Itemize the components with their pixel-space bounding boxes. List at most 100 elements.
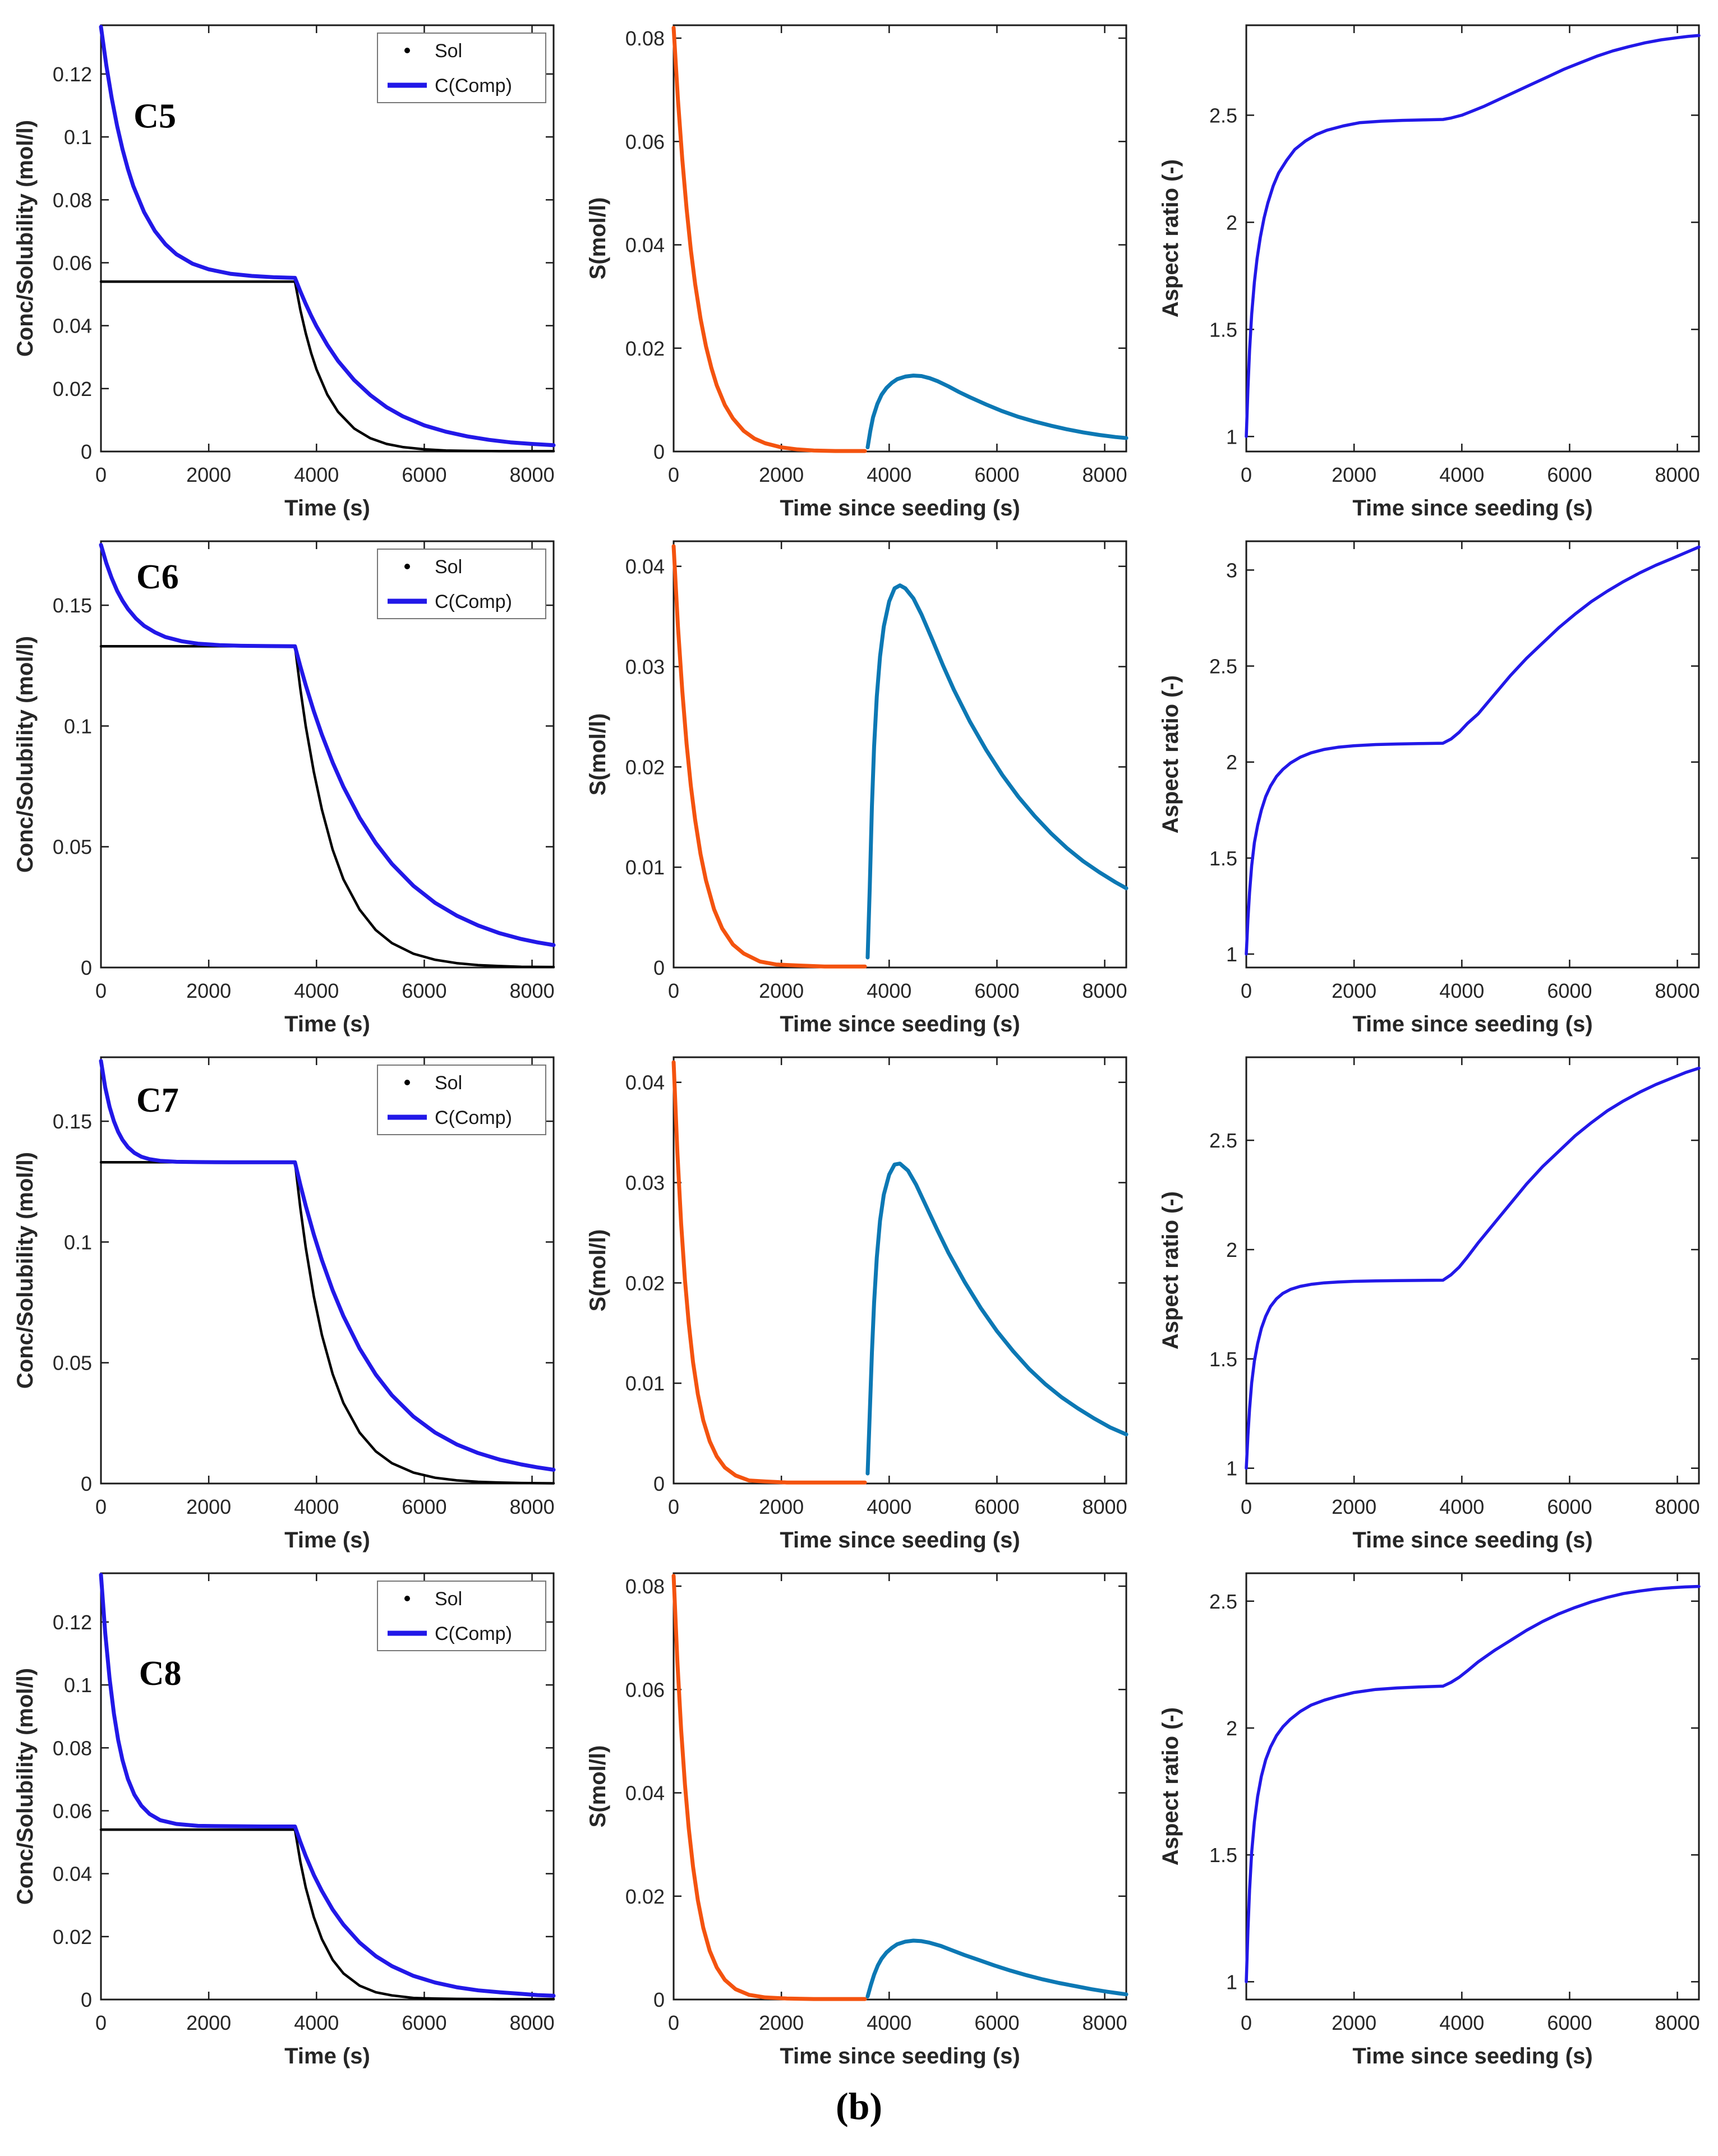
y-tick-label: 0.06: [625, 1678, 665, 1701]
series-aspect-ratio: [1245, 1066, 1701, 1470]
x-tick-label: 8000: [1083, 1495, 1127, 1518]
x-tick-label: 4000: [1439, 2011, 1484, 2034]
x-axis-label: Time since seeding (s): [1352, 496, 1592, 520]
x-tick-label: 2000: [186, 979, 231, 1002]
y-tick-label: 0: [653, 956, 665, 979]
y-tick-label: 0.02: [625, 337, 665, 360]
series-S-second-event: [865, 1938, 1129, 1998]
y-axis-label: Conc/Solubility (mol/l): [13, 120, 38, 357]
x-tick-label: 0: [95, 979, 107, 1002]
legend-marker-dot: [404, 1596, 410, 1601]
series-S-desupersaturation: [671, 1574, 867, 2001]
y-tick-label: 0.02: [625, 1885, 665, 1908]
y-tick-label: 0.04: [53, 315, 92, 338]
series-C(Comp): [99, 1573, 556, 1998]
y-tick-label: 0: [81, 440, 92, 463]
chart-svg-c6-conc: 0 2000 4000 6000 8000 0 0.05 0.1 0.15 Time (s) Con…: [13, 540, 556, 1036]
y-tick-label: 0.06: [53, 251, 92, 274]
y-tick-label: 0.1: [64, 1231, 92, 1254]
chart-c5-aspect-ratio: 0 2000 4000 6000 8000 1 1.5 2 2.5 Time since seed…: [1145, 6, 1718, 522]
y-axis-label: Aspect ratio (-): [1158, 675, 1183, 833]
chart-c5-supersaturation: 0 2000 4000 6000 8000 0 0.02 0.04 0.06 0.08 Time s…: [573, 6, 1145, 522]
y-tick-label: 0.12: [53, 1611, 92, 1634]
plot-box: [1245, 24, 1700, 453]
x-axis-label: Time (s): [284, 496, 370, 520]
x-tick-label: 6000: [974, 2011, 1019, 2034]
series-Sol: [99, 280, 555, 453]
series-aspect-ratio: [1245, 1584, 1701, 1984]
chart-c8-aspect-ratio: 0 2000 4000 6000 8000 1 1.5 2 2.5 Time since seed…: [1145, 1554, 1718, 2070]
x-tick-label: 6000: [974, 463, 1019, 486]
y-tick-label: 0.01: [625, 1372, 665, 1395]
series-C(Comp): [99, 543, 556, 947]
plot-box: [673, 24, 1127, 453]
y-tick-label: 0.02: [53, 1925, 92, 1948]
plot-box: [673, 1572, 1127, 2001]
x-tick-label: 2000: [759, 2011, 804, 2034]
y-tick-label: 0.02: [53, 377, 92, 400]
y-tick-label: 0.12: [53, 63, 92, 86]
y-tick-label: 0.02: [625, 755, 665, 778]
series-S-second-event: [865, 374, 1129, 450]
series-S-desupersaturation: [671, 1060, 867, 1485]
y-tick-label: 2: [1226, 1238, 1237, 1261]
x-tick-label: 2000: [1332, 1495, 1376, 1518]
x-tick-label: 8000: [510, 979, 555, 1002]
y-tick-label: 0.05: [53, 1352, 92, 1375]
x-tick-label: 6000: [402, 1495, 446, 1518]
x-tick-label: 8000: [1655, 1495, 1700, 1518]
y-tick-label: 0.06: [625, 130, 665, 153]
y-axis-label: Aspect ratio (-): [1158, 1191, 1183, 1349]
x-tick-label: 6000: [1547, 2011, 1592, 2034]
y-tick-label: 2.5: [1209, 1129, 1237, 1152]
y-axis-label: Aspect ratio (-): [1158, 159, 1183, 317]
y-tick-label: 0.04: [625, 234, 665, 257]
x-tick-label: 4000: [867, 463, 911, 486]
x-axis-label: Time since seeding (s): [780, 2044, 1020, 2069]
y-tick-label: 0.04: [625, 555, 665, 578]
x-tick-label: 4000: [867, 2011, 911, 2034]
chart-svg-c5-aspect-ratio: 0 2000 4000 6000 8000 1 1.5 2 2.5 Time since seed…: [1158, 24, 1701, 520]
x-tick-label: 6000: [402, 463, 446, 486]
y-tick-label: 0.08: [53, 1736, 92, 1759]
y-tick-label: 0.15: [53, 1110, 92, 1133]
chart-svg-c5-supersaturation: 0 2000 4000 6000 8000 0 0.02 0.04 0.06 0.08 Time s…: [586, 24, 1129, 520]
legend-box: [377, 1581, 546, 1651]
y-tick-label: 0.03: [625, 656, 665, 679]
y-tick-label: 0: [653, 440, 665, 463]
x-tick-label: 4000: [867, 1495, 911, 1518]
series-aspect-ratio: [1245, 545, 1701, 956]
y-tick-label: 0.04: [53, 1863, 92, 1886]
series-C(Comp): [99, 25, 556, 448]
legend-label: C(Comp): [435, 1107, 512, 1128]
series-S-second-event: [865, 1162, 1129, 1476]
x-tick-label: 0: [1241, 2011, 1252, 2034]
y-tick-label: 2: [1226, 211, 1237, 234]
y-tick-label: 0.1: [64, 126, 92, 149]
y-tick-label: 0: [81, 1988, 92, 2011]
legend-marker-dot: [404, 1080, 410, 1085]
y-tick-label: 0.02: [625, 1272, 665, 1294]
series-S-second-event: [865, 583, 1129, 960]
x-tick-label: 0: [668, 1495, 679, 1518]
legend-box: [377, 549, 546, 619]
y-tick-label: 0.01: [625, 856, 665, 879]
x-tick-label: 4000: [1439, 1495, 1484, 1518]
x-tick-label: 0: [668, 979, 679, 1002]
y-tick-label: 0.1: [64, 715, 92, 738]
x-axis-label: Time (s): [284, 2044, 370, 2069]
chart-c7-supersaturation: 0 2000 4000 6000 8000 0 0.01 0.02 0.03 0.04 Time s…: [573, 1038, 1145, 1554]
chart-svg-c7-supersaturation: 0 2000 4000 6000 8000 0 0.01 0.02 0.03 0.04 Time s…: [586, 1056, 1129, 1552]
legend-label: C(Comp): [435, 1623, 512, 1644]
y-axis-label: S(mol/l): [586, 713, 610, 796]
y-axis-label: Conc/Solubility (mol/l): [13, 636, 38, 873]
y-tick-label: 1: [1226, 425, 1237, 448]
x-tick-label: 2000: [1332, 2011, 1376, 2034]
legend-label: Sol: [435, 1072, 462, 1094]
x-tick-label: 4000: [294, 1495, 339, 1518]
x-tick-label: 2000: [186, 463, 231, 486]
x-tick-label: 2000: [186, 1495, 231, 1518]
x-tick-label: 0: [1241, 979, 1252, 1002]
series-Sol: [99, 645, 555, 969]
y-tick-label: 2.5: [1209, 1590, 1237, 1613]
